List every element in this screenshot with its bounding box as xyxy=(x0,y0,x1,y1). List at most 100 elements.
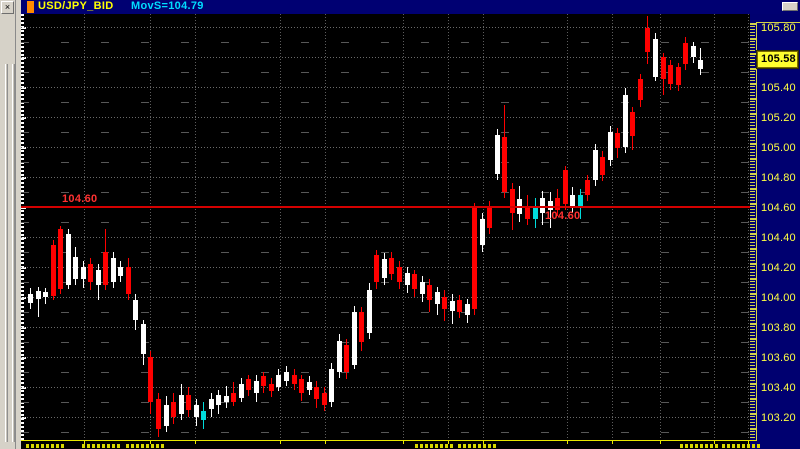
gridline-vertical xyxy=(612,14,613,441)
gridline-horizontal xyxy=(21,57,750,58)
gridline-vertical xyxy=(403,14,404,441)
price-alert-line[interactable] xyxy=(21,206,750,208)
candle xyxy=(661,57,666,79)
gridline-horizontal-dashed xyxy=(21,372,750,373)
candle xyxy=(299,379,304,393)
candle xyxy=(352,312,357,365)
candle xyxy=(600,157,605,175)
price-axis-major-ticks xyxy=(750,23,757,441)
candle xyxy=(231,393,236,402)
candle xyxy=(698,60,703,69)
gridline-vertical xyxy=(325,14,326,441)
candle xyxy=(668,65,673,84)
candle xyxy=(133,300,138,320)
gridline-horizontal-dashed xyxy=(21,252,750,253)
time-axis-tick xyxy=(280,441,281,444)
gridline-horizontal-dashed xyxy=(21,162,750,163)
alert-line-label-right: 104.60 xyxy=(545,210,581,222)
candle xyxy=(638,79,643,100)
price-axis-label: 104.40 xyxy=(761,232,796,244)
gridline-vertical xyxy=(84,14,85,441)
window-control-button[interactable] xyxy=(782,2,798,11)
current-price-badge: 105.58 xyxy=(756,50,799,69)
candle xyxy=(450,301,455,311)
price-axis-label: 105.20 xyxy=(761,112,796,124)
candle xyxy=(66,234,71,285)
candle xyxy=(179,395,184,414)
rail-divider xyxy=(15,0,16,449)
time-label-clipped xyxy=(415,444,453,448)
gridline-horizontal-dashed xyxy=(21,72,750,73)
time-axis-tick xyxy=(714,441,715,444)
candle xyxy=(487,207,492,228)
candle-wick xyxy=(550,192,551,228)
candle xyxy=(171,402,176,417)
pane-splitter-handle-2[interactable] xyxy=(12,64,15,442)
price-axis-label: 103.20 xyxy=(761,412,796,424)
symbol-title: USD/JPY_BID xyxy=(38,0,114,12)
time-axis-tick xyxy=(612,441,613,444)
gridline-horizontal-dashed xyxy=(21,222,750,223)
candle xyxy=(164,405,169,426)
price-axis-panel[interactable]: 105.58 105.80 105.40 105.20 105.00 104.80 104… xyxy=(750,14,800,449)
candle xyxy=(269,384,274,391)
price-axis-border xyxy=(756,22,757,441)
price-axis-label: 104.20 xyxy=(761,262,796,274)
candle xyxy=(367,290,372,333)
gridline-vertical xyxy=(195,14,196,441)
candle xyxy=(126,267,131,294)
candle xyxy=(276,375,281,387)
candle xyxy=(540,198,545,213)
pane-splitter-handle[interactable] xyxy=(5,64,8,442)
candle xyxy=(578,195,583,207)
candle xyxy=(653,39,658,77)
gridline-horizontal-dashed xyxy=(21,342,750,343)
gridline-horizontal-dashed xyxy=(21,42,750,43)
price-axis-label: 105.80 xyxy=(761,22,796,34)
gridline-vertical xyxy=(448,14,449,441)
candle xyxy=(224,396,229,402)
candle xyxy=(239,384,244,398)
gridline-horizontal xyxy=(21,357,750,358)
candle xyxy=(43,292,48,297)
time-axis-tick xyxy=(660,441,661,444)
gridline-horizontal-dashed xyxy=(21,402,750,403)
gridline-horizontal xyxy=(21,237,750,238)
candle xyxy=(246,379,251,390)
candle xyxy=(563,170,568,204)
time-label-clipped xyxy=(82,444,120,448)
gridline-horizontal-dashed xyxy=(21,102,750,103)
gridline-horizontal-dashed xyxy=(21,282,750,283)
candle xyxy=(329,369,334,402)
candle xyxy=(623,95,628,147)
gridline-horizontal xyxy=(21,177,750,178)
chart-plot-area[interactable]: 104.60 104.60 xyxy=(21,14,750,441)
candle xyxy=(344,345,349,372)
price-axis-label: 104.60 xyxy=(761,202,796,214)
candle xyxy=(645,28,650,52)
gridline-vertical xyxy=(567,14,568,441)
candle xyxy=(570,195,575,206)
candle xyxy=(284,372,289,381)
gridline-horizontal-dashed xyxy=(21,132,750,133)
candle xyxy=(555,198,560,210)
candle xyxy=(194,405,199,417)
gridline-vertical xyxy=(150,14,151,441)
time-axis-tick xyxy=(483,441,484,444)
candle xyxy=(676,67,681,85)
candle xyxy=(435,292,440,304)
left-window-rail: × xyxy=(0,0,21,449)
time-axis-tick xyxy=(403,441,404,444)
price-axis-label: 105.00 xyxy=(761,142,796,154)
candle xyxy=(593,150,598,180)
time-label-clipped xyxy=(680,444,718,448)
chart-title-bar[interactable]: USD/JPY_BID MovS=104.79 xyxy=(21,0,800,14)
candle xyxy=(389,258,394,274)
candle xyxy=(608,132,613,160)
candle xyxy=(73,257,78,279)
close-icon[interactable]: × xyxy=(1,1,14,14)
gridline-horizontal xyxy=(21,87,750,88)
gridline-horizontal xyxy=(21,27,750,28)
time-label-clipped xyxy=(26,444,64,448)
